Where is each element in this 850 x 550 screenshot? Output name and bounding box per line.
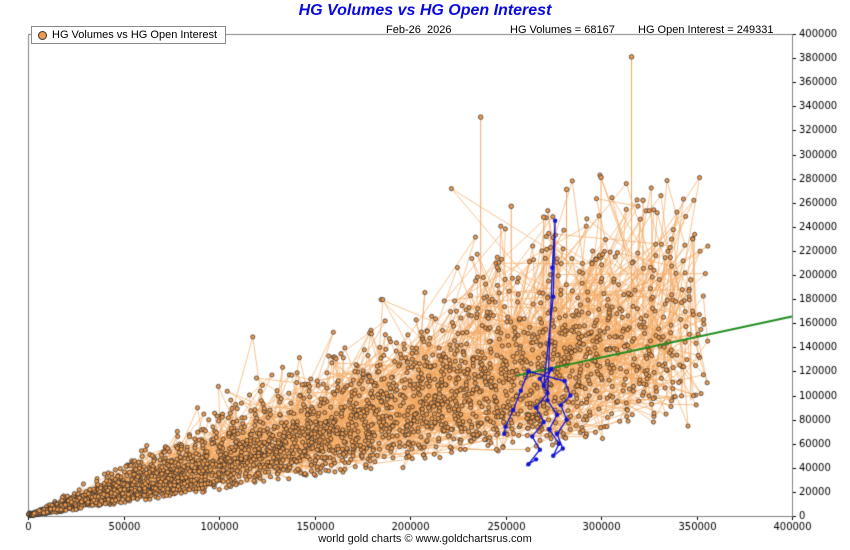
- legend: HG Volumes vs HG Open Interest: [31, 26, 227, 44]
- chart-title: HG Volumes vs HG Open Interest: [298, 2, 552, 19]
- open-interest-annotation: HG Open Interest = 249331: [638, 24, 774, 36]
- footer-credit: world gold charts © www.goldchartsrus.co…: [318, 533, 532, 545]
- volumes-annotation: HG Volumes = 68167: [510, 24, 615, 36]
- legend-marker-icon: [38, 30, 47, 40]
- date-annotation: Feb-26 2026: [386, 24, 452, 36]
- legend-label: HG Volumes vs HG Open Interest: [52, 29, 218, 41]
